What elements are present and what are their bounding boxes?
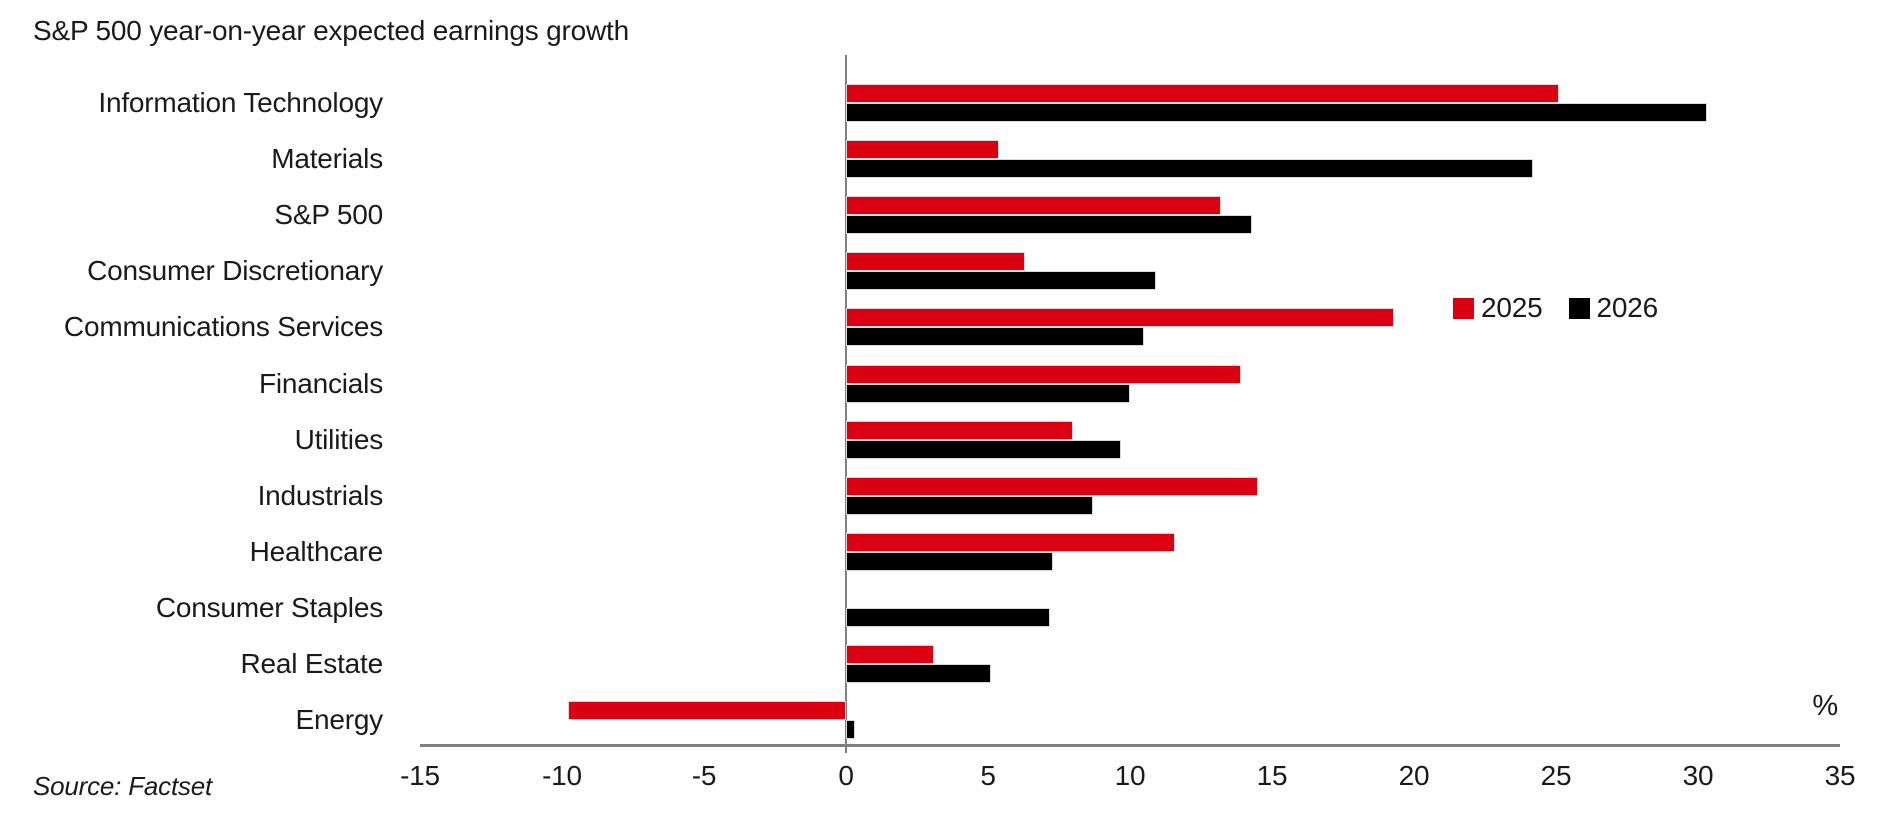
legend-label-2026: 2026 (1596, 292, 1659, 323)
category-label: Materials (271, 143, 383, 175)
bar-2025 (846, 252, 1025, 272)
x-tick-label: 30 (1682, 760, 1714, 791)
bar-2025 (846, 196, 1221, 216)
category-label: Industrials (257, 479, 384, 511)
legend-item-2026: 2026 (1568, 292, 1659, 323)
bar-2026 (846, 720, 855, 740)
x-tick-label: 0 (838, 760, 854, 791)
bar-2026 (846, 607, 1051, 627)
category-label: Communications Services (63, 311, 383, 343)
legend-swatch-2025 (1453, 297, 1474, 319)
bar-2026 (846, 551, 1054, 571)
chart-title: S&P 500 year-on-year expected earnings g… (33, 15, 629, 46)
legend-swatch-2026 (1568, 297, 1590, 319)
bar-2026 (846, 383, 1130, 403)
bar-2026 (846, 215, 1253, 235)
legend-item-2025: 2025 (1453, 293, 1543, 323)
x-tick-label: 35 (1824, 760, 1856, 791)
x-tick-label: 10 (1114, 760, 1146, 791)
bar-2025 (846, 476, 1258, 496)
bar-2025 (846, 645, 935, 664)
bar-2026 (846, 159, 1534, 179)
x-tick-label: -5 (691, 760, 717, 791)
bar-2026 (846, 495, 1094, 515)
zero-baseline (845, 55, 847, 753)
category-label: Consumer Staples (155, 591, 383, 623)
x-tick-label: 25 (1540, 760, 1572, 791)
category-label: Consumer Discretionary (87, 255, 383, 287)
category-label: Healthcare (249, 535, 384, 567)
category-label: Energy (295, 704, 383, 736)
category-label: Financials (258, 367, 383, 399)
x-tick-label: 20 (1398, 760, 1430, 791)
x-tick-label: 15 (1256, 760, 1288, 791)
bar-2025 (846, 420, 1074, 440)
bar-2025 (567, 701, 846, 721)
bar-2026 (846, 664, 991, 683)
bar-2026 (846, 271, 1156, 291)
x-tick-label: -15 (400, 760, 440, 791)
source-note: Source: Factset (33, 771, 213, 801)
x-axis-line (420, 744, 1840, 747)
legend: 2025 2026 (1453, 293, 1684, 323)
category-label: S&P 500 (274, 199, 383, 231)
bar-2025 (846, 140, 1000, 160)
bar-2026 (846, 439, 1122, 459)
bar-2025 (846, 532, 1176, 552)
bar-2025 (846, 364, 1241, 384)
x-axis-unit-label: % (1812, 690, 1838, 722)
bar-2026 (846, 103, 1707, 122)
bar-2025 (846, 84, 1559, 103)
x-tick-label: -10 (542, 760, 582, 791)
legend-label-2025: 2025 (1481, 292, 1543, 323)
category-label: Utilities (294, 423, 384, 455)
category-label: Information Technology (98, 87, 383, 118)
bar-2025 (846, 308, 1395, 328)
category-label: Real Estate (240, 648, 383, 679)
x-tick-label: 5 (980, 760, 996, 791)
bar-2026 (846, 327, 1145, 347)
